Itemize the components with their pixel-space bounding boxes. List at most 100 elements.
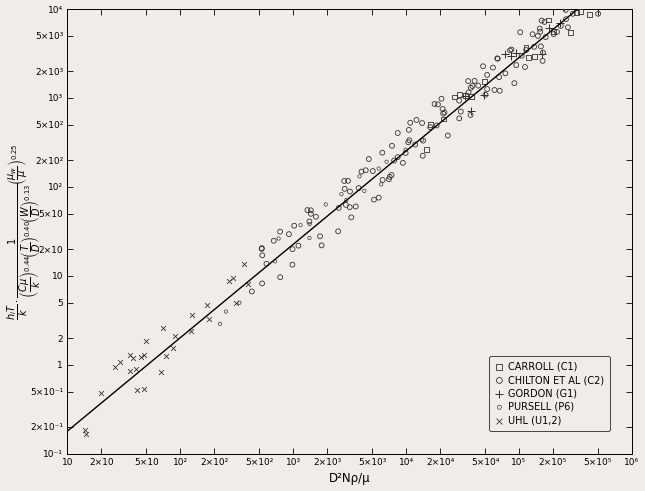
UHL (U1,2) (127, 354, 137, 362)
PURSELL (P6) (359, 187, 370, 195)
PURSELL (P6) (234, 299, 244, 306)
CHILTON ET AL (C2) (303, 206, 313, 214)
CHILTON ET AL (C2) (257, 251, 268, 259)
CHILTON ET AL (C2) (343, 177, 353, 185)
CHILTON ET AL (C2) (537, 57, 548, 65)
CHILTON ET AL (C2) (257, 244, 267, 252)
UHL (U1,2) (161, 352, 172, 359)
CHILTON ET AL (C2) (339, 185, 350, 193)
CHILTON ET AL (C2) (533, 32, 543, 40)
CHILTON ET AL (C2) (401, 149, 411, 157)
CHILTON ET AL (C2) (246, 288, 257, 296)
UHL (U1,2) (125, 352, 135, 359)
CHILTON ET AL (C2) (454, 97, 464, 105)
PURSELL (P6) (295, 221, 306, 229)
CHILTON ET AL (C2) (561, 6, 571, 14)
CHILTON ET AL (C2) (482, 85, 492, 93)
CHILTON ET AL (C2) (511, 61, 521, 69)
CARROLL (C1) (524, 54, 534, 61)
CHILTON ET AL (C2) (495, 87, 505, 95)
CHILTON ET AL (C2) (488, 64, 498, 72)
CHILTON ET AL (C2) (494, 73, 504, 81)
GORDON (G1) (555, 19, 566, 27)
PURSELL (P6) (304, 234, 315, 242)
UHL (U1,2) (132, 385, 142, 393)
CHILTON ET AL (C2) (287, 261, 297, 269)
CHILTON ET AL (C2) (389, 157, 399, 164)
CHILTON ET AL (C2) (568, 10, 578, 18)
CHILTON ET AL (C2) (405, 119, 415, 127)
UHL (U1,2) (224, 277, 234, 285)
PURSELL (P6) (304, 220, 315, 228)
CHILTON ET AL (C2) (432, 122, 442, 130)
CHILTON ET AL (C2) (377, 176, 388, 184)
UHL (U1,2) (239, 260, 249, 268)
CHILTON ET AL (C2) (284, 230, 294, 238)
CHILTON ET AL (C2) (345, 188, 355, 195)
CHILTON ET AL (C2) (528, 30, 538, 38)
Y-axis label: $\dfrac{h_i T}{k} \cdot \dfrac{1}{\left(\dfrac{C\mu}{k}\right)^{0.44}\!\left(\df: $\dfrac{h_i T}{k} \cdot \dfrac{1}{\left(… (6, 143, 43, 320)
PURSELL (P6) (354, 172, 364, 180)
CHILTON ET AL (C2) (548, 2, 558, 10)
CHILTON ET AL (C2) (481, 91, 491, 99)
PURSELL (P6) (401, 146, 411, 154)
CHILTON ET AL (C2) (466, 111, 476, 119)
CARROLL (C1) (575, 7, 586, 15)
PURSELL (P6) (417, 136, 427, 144)
CHILTON ET AL (C2) (493, 55, 503, 62)
UHL (U1,2) (81, 430, 91, 438)
UHL (U1,2) (243, 280, 253, 288)
CHILTON ET AL (C2) (393, 129, 403, 137)
CHILTON ET AL (C2) (437, 105, 448, 113)
CHILTON ET AL (C2) (344, 203, 355, 211)
CHILTON ET AL (C2) (268, 237, 279, 245)
CARROLL (C1) (461, 92, 471, 100)
CHILTON ET AL (C2) (356, 168, 366, 176)
CHILTON ET AL (C2) (555, 0, 566, 7)
CHILTON ET AL (C2) (505, 47, 515, 55)
CHILTON ET AL (C2) (438, 109, 448, 117)
UHL (U1,2) (228, 273, 238, 281)
CHILTON ET AL (C2) (439, 109, 450, 116)
CHILTON ET AL (C2) (492, 55, 502, 62)
CHILTON ET AL (C2) (261, 260, 272, 268)
UHL (U1,2) (110, 363, 121, 371)
CHILTON ET AL (C2) (482, 71, 492, 79)
PURSELL (P6) (381, 158, 392, 165)
CARROLL (C1) (521, 43, 531, 51)
GORDON (G1) (537, 50, 547, 58)
UHL (U1,2) (139, 351, 150, 359)
CHILTON ET AL (C2) (339, 177, 350, 185)
UHL (U1,2) (204, 315, 214, 323)
CHILTON ET AL (C2) (288, 245, 298, 253)
CHILTON ET AL (C2) (463, 77, 473, 85)
CARROLL (C1) (450, 93, 460, 101)
UHL (U1,2) (96, 389, 106, 397)
UHL (U1,2) (141, 337, 152, 345)
UHL (U1,2) (124, 367, 135, 375)
CHILTON ET AL (C2) (368, 167, 378, 175)
CHILTON ET AL (C2) (561, 15, 571, 23)
CHILTON ET AL (C2) (306, 210, 316, 218)
GORDON (G1) (479, 91, 489, 99)
CHILTON ET AL (C2) (289, 222, 299, 230)
CHILTON ET AL (C2) (369, 196, 379, 204)
CARROLL (C1) (530, 53, 540, 60)
CHILTON ET AL (C2) (387, 142, 397, 150)
GORDON (G1) (461, 92, 471, 100)
CHILTON ET AL (C2) (501, 69, 511, 77)
CHILTON ET AL (C2) (306, 206, 316, 214)
CHILTON ET AL (C2) (555, 22, 566, 30)
CHILTON ET AL (C2) (536, 43, 546, 51)
PURSELL (P6) (221, 308, 231, 316)
CHILTON ET AL (C2) (565, 0, 575, 7)
PURSELL (P6) (341, 196, 352, 204)
CHILTON ET AL (C2) (293, 242, 304, 249)
CHILTON ET AL (C2) (535, 25, 545, 32)
CHILTON ET AL (C2) (404, 126, 414, 134)
CHILTON ET AL (C2) (351, 203, 361, 211)
CARROLL (C1) (455, 90, 465, 98)
CHILTON ET AL (C2) (515, 28, 526, 36)
UHL (U1,2) (170, 332, 180, 340)
CHILTON ET AL (C2) (317, 242, 327, 249)
